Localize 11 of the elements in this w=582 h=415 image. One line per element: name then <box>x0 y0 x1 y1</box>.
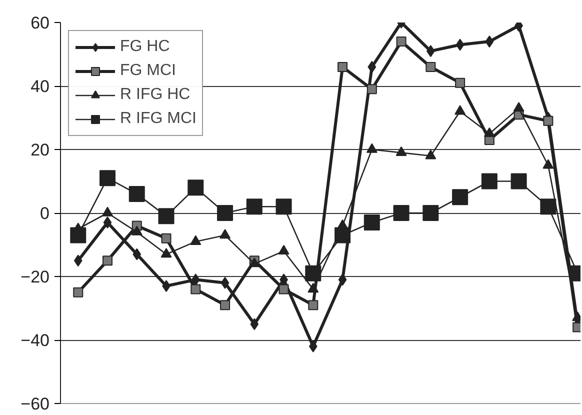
legend-label: R IFG MCI <box>120 110 196 128</box>
y-tick-label: −20 <box>20 268 50 286</box>
y-tick-label: −60 <box>20 394 50 414</box>
legend-label: FG MCI <box>120 62 176 80</box>
legend-label: R IFG HC <box>120 86 190 104</box>
legend-label: FG HC <box>120 38 170 56</box>
y-tick-label: 20 <box>30 140 50 160</box>
y-tick-label: 40 <box>30 77 50 96</box>
y-tick-label: −40 <box>20 331 50 350</box>
y-tick-label: 0 <box>40 204 50 223</box>
y-tick-label: 60 <box>30 14 50 32</box>
